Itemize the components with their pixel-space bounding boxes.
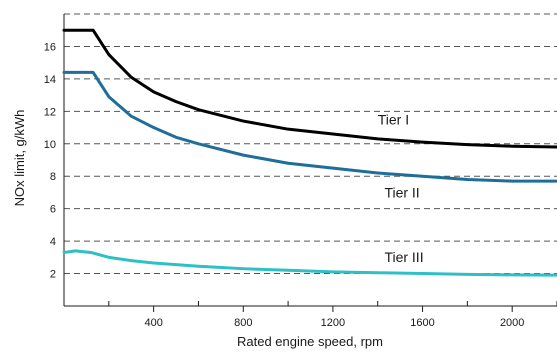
y-tick-label: 16 <box>44 41 56 53</box>
y-tick-label: 4 <box>50 236 56 248</box>
y-axis-title: NOx limit, g/kWh <box>12 110 27 207</box>
y-tick-label: 2 <box>50 269 56 281</box>
series-label-3: Tier III <box>384 249 423 265</box>
x-axis-title: Rated engine speed, rpm <box>237 334 383 349</box>
y-tick-label: 14 <box>44 74 56 86</box>
x-tick-label: 1600 <box>410 317 434 329</box>
series-line-2 <box>62 70 557 183</box>
x-tick-label: 800 <box>234 317 252 329</box>
x-tick-labels: 400 800 1200 1600 2000 <box>144 317 524 329</box>
series-line-1 <box>62 28 557 149</box>
x-tick-label: 1200 <box>321 317 345 329</box>
y-tick-label: 6 <box>50 204 56 216</box>
y-tick-label: 8 <box>50 171 56 183</box>
x-ticks <box>108 301 557 312</box>
x-tick-label: 2000 <box>500 317 524 329</box>
y-tick-label: 12 <box>44 106 56 118</box>
series-label-2: Tier II <box>384 184 419 200</box>
series-lines <box>62 28 557 277</box>
y-tick-label: 10 <box>44 139 56 151</box>
y-tick-labels: 2 4 6 8 10 12 14 16 <box>44 41 56 280</box>
series-line-3 <box>62 249 557 277</box>
series-label-1: Tier I <box>378 111 409 127</box>
x-tick-label: 400 <box>144 317 162 329</box>
series-annotations: Tier I Tier II Tier III <box>378 111 424 265</box>
axes <box>63 14 557 307</box>
